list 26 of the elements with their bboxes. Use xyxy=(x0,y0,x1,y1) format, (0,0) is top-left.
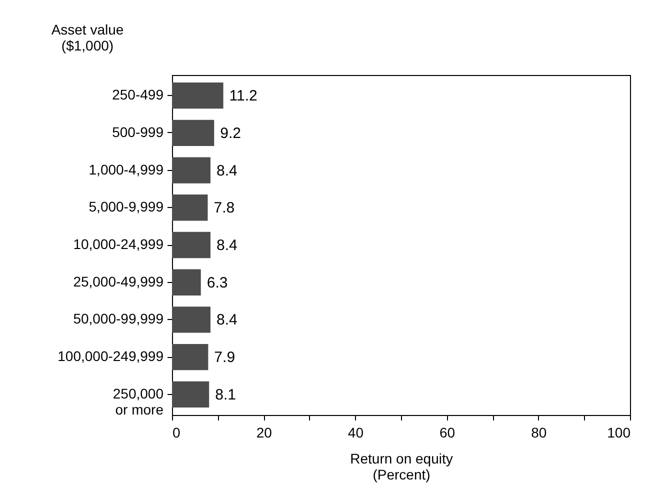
y-tick-label: 50,000-99,999 xyxy=(73,310,164,327)
x-axis-title: Return on equity (Percent) xyxy=(350,450,453,482)
data-label: 6.3 xyxy=(206,274,228,292)
data-label: 8.4 xyxy=(216,312,238,329)
data-label: 8.1 xyxy=(215,386,236,404)
x-tick-label: 20 xyxy=(256,424,272,440)
y-tick-label: 100,000-249,999 xyxy=(58,348,164,364)
y-tick-label: 250-499 xyxy=(112,86,164,103)
data-label: 8.4 xyxy=(216,237,238,254)
data-label: 11.2 xyxy=(229,88,258,105)
y-axis-title: Asset value ($1,000) xyxy=(51,22,124,54)
x-tick-label: 100 xyxy=(607,424,631,440)
data-label: 9.2 xyxy=(220,124,241,142)
y-tick-label: 1,000-4,999 xyxy=(88,161,164,178)
x-tick-label: 60 xyxy=(440,424,456,440)
y-tick-label: 5,000-9,999 xyxy=(88,198,164,215)
x-tick-label: 40 xyxy=(348,424,364,440)
x-tick-label: 80 xyxy=(531,424,547,440)
x-tick-label: 0 xyxy=(172,424,180,440)
data-label: 7.9 xyxy=(214,349,236,366)
data-label: 7.8 xyxy=(214,200,235,217)
y-tick-label: 25,000-49,999 xyxy=(73,273,164,290)
y-tick-label: 10,000-24,999 xyxy=(73,236,164,252)
y-tick-label: 250,000 or more xyxy=(112,385,164,418)
y-tick-label: 500-999 xyxy=(112,124,164,140)
data-label: 8.4 xyxy=(216,162,238,180)
